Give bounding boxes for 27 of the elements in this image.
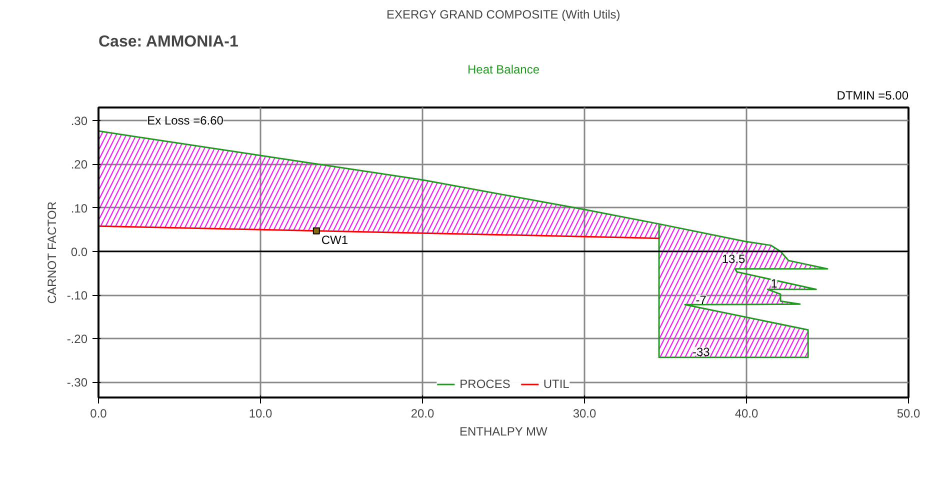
- text: DTMIN =5.00: [836, 88, 909, 102]
- chart-subtitle: Case: AMMONIA-1: [98, 34, 238, 50]
- series-label: CW1: [321, 232, 348, 247]
- y-tick-label: .20: [70, 158, 88, 172]
- x-tick-label: 10.0: [248, 406, 273, 420]
- y-tick-label: 0.0: [70, 244, 88, 259]
- legend-label: UTIL: [543, 377, 570, 391]
- x-tick-label: 40.0: [734, 406, 759, 420]
- annotation: 1: [770, 276, 778, 290]
- y-axis-title: CARNOT FACTOR: [44, 201, 59, 304]
- x-axis-title: ENTHALPY MW: [459, 424, 548, 438]
- annotation: -33: [692, 344, 710, 359]
- annotation: -7: [696, 292, 707, 307]
- y-tick-label: .10: [70, 201, 88, 216]
- y-tick-label: -.10: [66, 288, 88, 303]
- y-tick-label: .30: [70, 114, 88, 128]
- y-tick-label: -.30: [66, 376, 88, 390]
- text: Heat Balance: [467, 62, 540, 76]
- x-tick-label: 30.0: [572, 406, 597, 420]
- annotation: 13.5: [722, 252, 746, 266]
- chart-title: EXERGY GRAND COMPOSITE (With Utils): [386, 8, 620, 22]
- x-tick-label: 0.0: [90, 406, 108, 420]
- x-tick-label: 20.0: [410, 406, 435, 420]
- annotation: Ex Loss =6.60: [147, 114, 224, 128]
- x-tick-label: 50.0: [896, 406, 921, 420]
- y-tick-label: -.20: [66, 332, 88, 346]
- legend-label: PROCES: [460, 377, 510, 391]
